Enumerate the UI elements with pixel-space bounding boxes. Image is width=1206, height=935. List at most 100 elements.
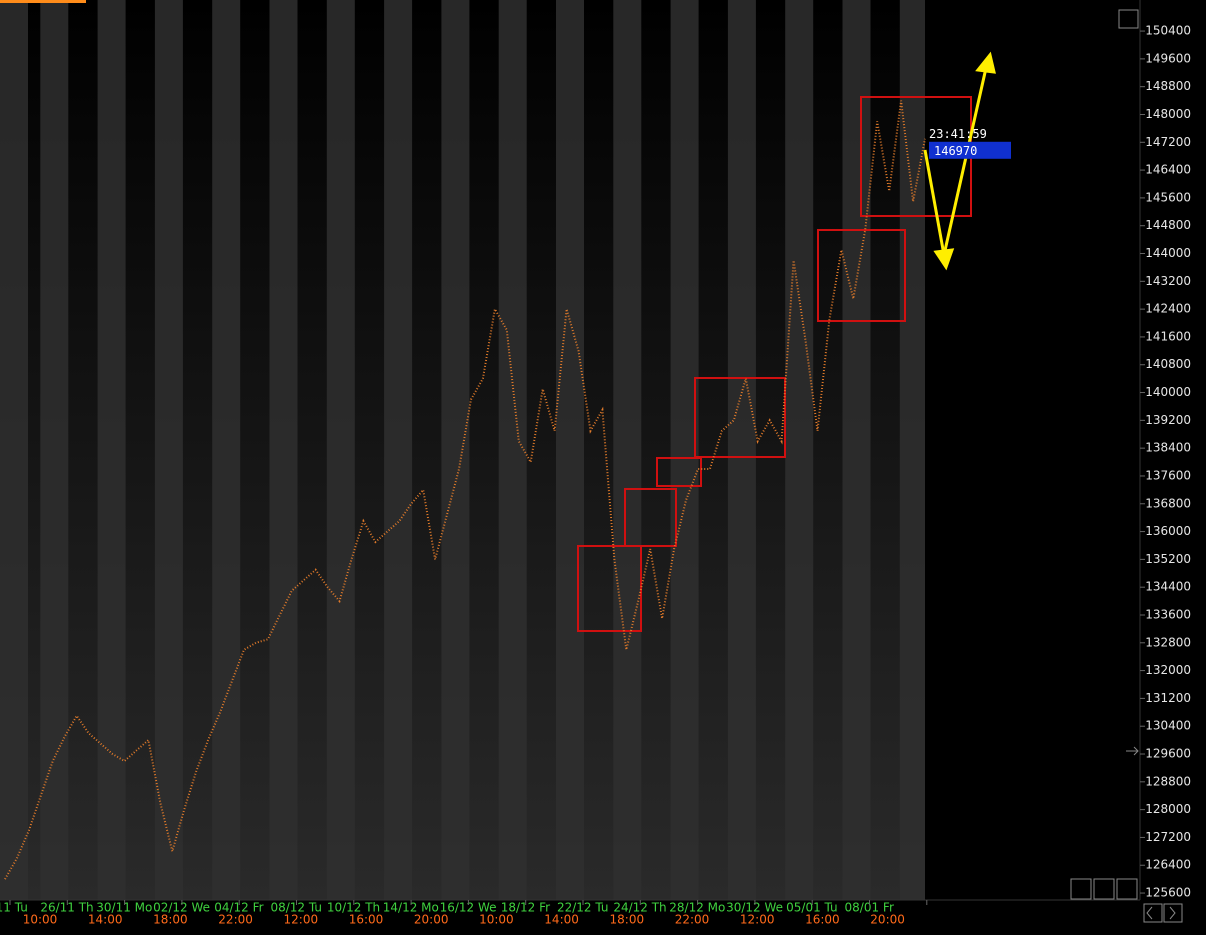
y-tick-label: 148000 (1145, 107, 1191, 121)
y-tick-label: 140000 (1145, 385, 1191, 399)
stripe (441, 0, 470, 900)
y-tick-label: 144000 (1145, 246, 1191, 260)
y-tick-label: 142400 (1145, 302, 1191, 316)
y-tick-label: 144800 (1145, 218, 1191, 232)
arrow (942, 67, 988, 256)
layout-icon[interactable] (1093, 878, 1115, 900)
last-time: 23:41:59 (929, 127, 987, 141)
stripe (842, 0, 871, 900)
y-tick-label: 134400 (1145, 580, 1191, 594)
y-tick-label: 135200 (1145, 552, 1191, 566)
stripe (269, 0, 298, 900)
stripe (97, 0, 126, 900)
y-tick-label: 137600 (1145, 468, 1191, 482)
y-tick-label: 133600 (1145, 607, 1191, 621)
y-tick-label: 148800 (1145, 79, 1191, 93)
stripe (326, 0, 355, 900)
y-tick-label: 128800 (1145, 774, 1191, 788)
last-price: 146970 (934, 144, 977, 158)
y-tick-label: 129600 (1145, 747, 1191, 761)
y-tick-label: 138400 (1145, 441, 1191, 455)
y-tick-label: 136000 (1145, 524, 1191, 538)
price-line (4, 100, 926, 880)
time-label: 18:00 (610, 913, 645, 927)
time-label: 22:00 (675, 913, 710, 927)
time-label: 12:00 (740, 913, 775, 927)
y-tick-label: 136800 (1145, 496, 1191, 510)
y-tick-label: 149600 (1145, 51, 1191, 65)
time-label: 16:00 (349, 913, 384, 927)
y-tick-label: 128000 (1145, 802, 1191, 816)
stripe (613, 0, 642, 900)
y-tick-label: 131200 (1145, 691, 1191, 705)
time-label: 20:00 (870, 913, 905, 927)
y-tick-label: 140800 (1145, 357, 1191, 371)
stripe (727, 0, 756, 900)
pen-icon[interactable] (1118, 9, 1139, 29)
stripe (556, 0, 584, 900)
box (817, 229, 906, 322)
arrow (923, 149, 946, 256)
annotation-arrows (923, 51, 996, 271)
session-stripes (0, 0, 925, 900)
y-tick-label: 127200 (1145, 830, 1191, 844)
date-label: 22/12 Tu (557, 901, 609, 915)
time-label: 14:00 (88, 913, 123, 927)
date-label: 04/12 Fr (214, 901, 263, 915)
time-label: 14:00 (544, 913, 579, 927)
stripe (670, 0, 699, 900)
time-label: 12:00 (284, 913, 319, 927)
y-tick-label: 147200 (1145, 135, 1191, 149)
y-tick-label: 126400 (1145, 858, 1191, 872)
date-label: 28/12 Mo (669, 901, 725, 915)
y-tick-label: 150400 (1145, 24, 1191, 38)
nav-arrows (1146, 906, 1176, 920)
time-label: 18:00 (153, 913, 188, 927)
stripe (0, 0, 28, 900)
date-label: 24/12 Th (613, 901, 666, 915)
stripe (899, 0, 925, 900)
date-label: 05/01 Tu (786, 901, 838, 915)
stripe (212, 0, 241, 900)
date-label: 02/12 We (153, 901, 210, 915)
stripe (498, 0, 527, 900)
box (656, 457, 702, 487)
stripe (785, 0, 814, 900)
y-tick-label: 125600 (1145, 886, 1191, 900)
box (624, 488, 677, 547)
next-button[interactable] (1163, 903, 1183, 923)
time-label: 20:00 (414, 913, 449, 927)
date-label: 30/12 We (726, 901, 783, 915)
box (694, 377, 786, 458)
scroll-marker (1126, 746, 1139, 756)
date-label: 08/12 Tu (270, 901, 322, 915)
date-label: 14/12 Mo (383, 901, 439, 915)
box (577, 545, 642, 632)
y-tick-label: 139200 (1145, 413, 1191, 427)
toolbar-icons[interactable] (1070, 9, 1183, 923)
time-label: 10:00 (479, 913, 514, 927)
y-tick-label: 130400 (1145, 719, 1191, 733)
date-label: /11 Tu (0, 901, 28, 915)
last-price-box (929, 141, 1011, 159)
date-label: 18/12 Fr (501, 901, 550, 915)
date-label: 26/11 Th (40, 901, 93, 915)
prev-button[interactable] (1143, 903, 1163, 923)
grid-icon[interactable] (1070, 878, 1092, 900)
date-label: 10/12 Th (327, 901, 380, 915)
date-label: 08/01 Fr (845, 901, 894, 915)
y-tick-label: 141600 (1145, 329, 1191, 343)
y-tick-label: 143200 (1145, 274, 1191, 288)
stripe (40, 0, 69, 900)
time-label: 10:00 (23, 913, 58, 927)
date-label: 30/11 Mo (96, 901, 152, 915)
tab-indicator (0, 0, 86, 3)
y-tick-label: 132800 (1145, 635, 1191, 649)
stripe (384, 0, 413, 900)
time-label: 16:00 (805, 913, 840, 927)
expand-icon[interactable] (1116, 878, 1138, 900)
arrow-head (975, 51, 996, 74)
stripe (154, 0, 183, 900)
y-tick-label: 146400 (1145, 163, 1191, 177)
